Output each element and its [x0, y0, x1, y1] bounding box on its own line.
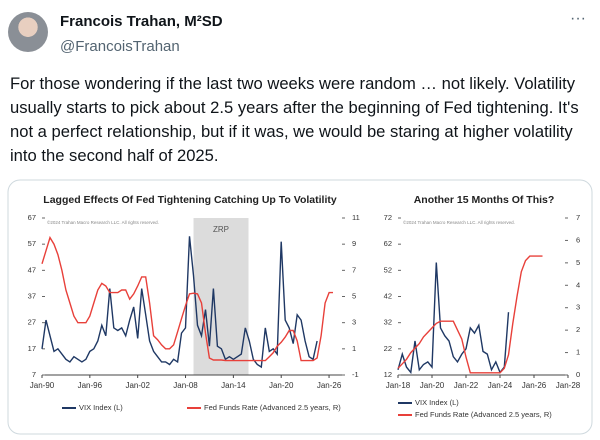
- x-tick-label: Jan-24: [488, 381, 513, 390]
- series-line: [41, 235, 333, 362]
- series-line: [41, 236, 318, 369]
- tweet-text: For those wondering if the last two week…: [10, 74, 579, 165]
- y2-tick-label: 3: [352, 318, 356, 327]
- y-tick-label: 17: [28, 344, 36, 353]
- x-tick-label: Jan-22: [454, 381, 479, 390]
- x-tick-label: Jan-18: [386, 381, 411, 390]
- y2-tick-label: 1: [352, 344, 356, 353]
- x-tick-label: Jan-26: [317, 381, 342, 390]
- chart-title: Lagged Effects Of Fed Tightening Catchin…: [43, 194, 337, 206]
- y2-tick-label: 5: [576, 258, 580, 267]
- x-tick-label: Jan-20: [269, 381, 294, 390]
- y2-tick-label: 0: [576, 370, 580, 379]
- avatar[interactable]: [8, 12, 48, 52]
- shade-band: [193, 218, 249, 375]
- y-tick-label: 57: [28, 239, 36, 248]
- y-tick-label: 7: [32, 370, 36, 379]
- y-tick-label: 72: [384, 213, 392, 222]
- y2-tick-label: -1: [352, 370, 359, 379]
- legend-label: Fed Funds Rate (Advanced 2.5 years, R): [204, 403, 341, 412]
- x-tick-label: Jan-20: [420, 381, 445, 390]
- y2-tick-label: 7: [352, 265, 356, 274]
- series-line: [397, 262, 510, 375]
- y-tick-label: 47: [28, 265, 36, 274]
- x-tick-label: Jan-08: [173, 381, 198, 390]
- copyright-note: ©2024 Trahan Macro Research LLC. All rig…: [47, 219, 159, 225]
- y2-tick-label: 2: [576, 325, 580, 334]
- x-tick-label: Jan-26: [522, 381, 547, 390]
- menu-button[interactable]: ···: [570, 10, 586, 27]
- author-name[interactable]: Francois Trahan, M²SD: [60, 13, 223, 30]
- y2-tick-label: 3: [576, 303, 580, 312]
- x-tick-label: Jan-14: [221, 381, 246, 390]
- y-tick-label: 37: [28, 291, 36, 300]
- y2-tick-label: 4: [576, 280, 580, 289]
- image-frame: [7, 179, 593, 435]
- legend-label: VIX Index (L): [415, 398, 459, 407]
- series-line: [397, 255, 543, 374]
- x-tick-label: Jan-90: [30, 381, 55, 390]
- legend-label: Fed Funds Rate (Advanced 2.5 years, R): [415, 410, 552, 419]
- y-tick-label: 67: [28, 213, 36, 222]
- legend-label: VIX Index (L): [79, 403, 123, 412]
- y-tick-label: 32: [384, 318, 392, 327]
- y-tick-label: 27: [28, 318, 36, 327]
- y2-tick-label: 1: [576, 348, 580, 357]
- y2-tick-label: 11: [352, 213, 360, 222]
- x-tick-label: Jan-02: [125, 381, 150, 390]
- chart-title: Another 15 Months Of This?: [414, 194, 555, 206]
- y2-tick-label: 7: [576, 213, 580, 222]
- y-tick-label: 12: [384, 370, 392, 379]
- y2-tick-label: 6: [576, 235, 580, 244]
- x-tick-label: Jan-96: [78, 381, 103, 390]
- y-tick-label: 22: [384, 344, 392, 353]
- x-tick-label: Jan-28: [556, 381, 581, 390]
- shade-label: ZRP: [213, 225, 229, 234]
- y-tick-label: 52: [384, 265, 392, 274]
- y-tick-label: 42: [384, 291, 392, 300]
- copyright-note: ©2024 Trahan Macro Research LLC. All rig…: [403, 219, 515, 225]
- y-tick-label: 62: [384, 239, 392, 248]
- y2-tick-label: 9: [352, 239, 356, 248]
- author-handle[interactable]: @FrancoisTrahan: [60, 38, 180, 55]
- y2-tick-label: 5: [352, 291, 356, 300]
